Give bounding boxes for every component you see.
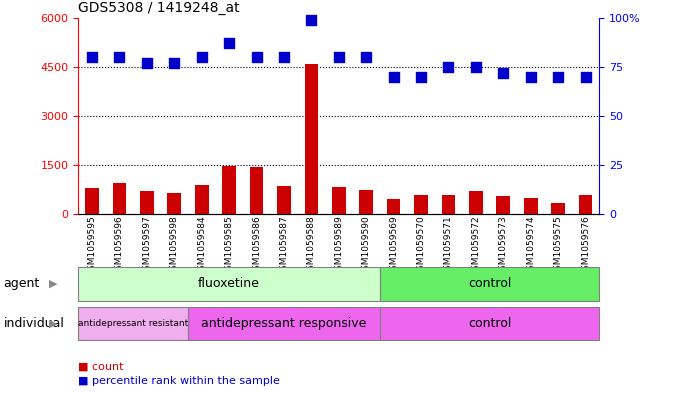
Bar [332, 187, 346, 214]
Bar [579, 195, 592, 214]
Bar [222, 166, 236, 214]
Point [142, 60, 153, 66]
Bar [112, 183, 126, 214]
Bar [524, 198, 537, 214]
Point [223, 40, 234, 46]
Point [169, 60, 180, 66]
Point [388, 73, 399, 80]
Text: antidepressant responsive: antidepressant responsive [202, 317, 366, 330]
Text: ▶: ▶ [49, 318, 57, 328]
Point [471, 64, 481, 70]
Bar [469, 191, 483, 214]
Point [114, 54, 125, 60]
Bar [387, 199, 400, 214]
Bar [380, 307, 599, 340]
Point [553, 73, 564, 80]
Bar [552, 203, 565, 214]
Bar [140, 191, 154, 214]
Text: ■ percentile rank within the sample: ■ percentile rank within the sample [78, 376, 280, 386]
Bar [168, 193, 181, 214]
Bar [441, 195, 456, 214]
Text: agent: agent [3, 277, 39, 290]
Point [251, 54, 262, 60]
Text: ■ count: ■ count [78, 361, 124, 371]
Bar [85, 188, 99, 214]
Text: control: control [468, 277, 511, 290]
Text: antidepressant resistant: antidepressant resistant [78, 319, 188, 328]
Point [361, 54, 372, 60]
Text: GDS5308 / 1419248_at: GDS5308 / 1419248_at [78, 1, 240, 15]
Bar [380, 267, 599, 301]
Point [525, 73, 536, 80]
Bar [188, 307, 380, 340]
Bar [78, 267, 380, 301]
Point [279, 54, 289, 60]
Bar [250, 167, 264, 214]
Point [196, 54, 207, 60]
Point [333, 54, 344, 60]
Point [415, 73, 426, 80]
Bar [360, 189, 373, 214]
Point [86, 54, 97, 60]
Bar [277, 185, 291, 214]
Bar [78, 307, 188, 340]
Bar [195, 185, 208, 214]
Point [580, 73, 591, 80]
Point [306, 17, 317, 23]
Text: fluoxetine: fluoxetine [198, 277, 260, 290]
Point [443, 64, 454, 70]
Bar [496, 196, 510, 214]
Bar [304, 64, 318, 214]
Text: individual: individual [3, 317, 64, 330]
Bar [414, 195, 428, 214]
Text: control: control [468, 317, 511, 330]
Point [498, 70, 509, 76]
Text: ▶: ▶ [49, 279, 57, 289]
